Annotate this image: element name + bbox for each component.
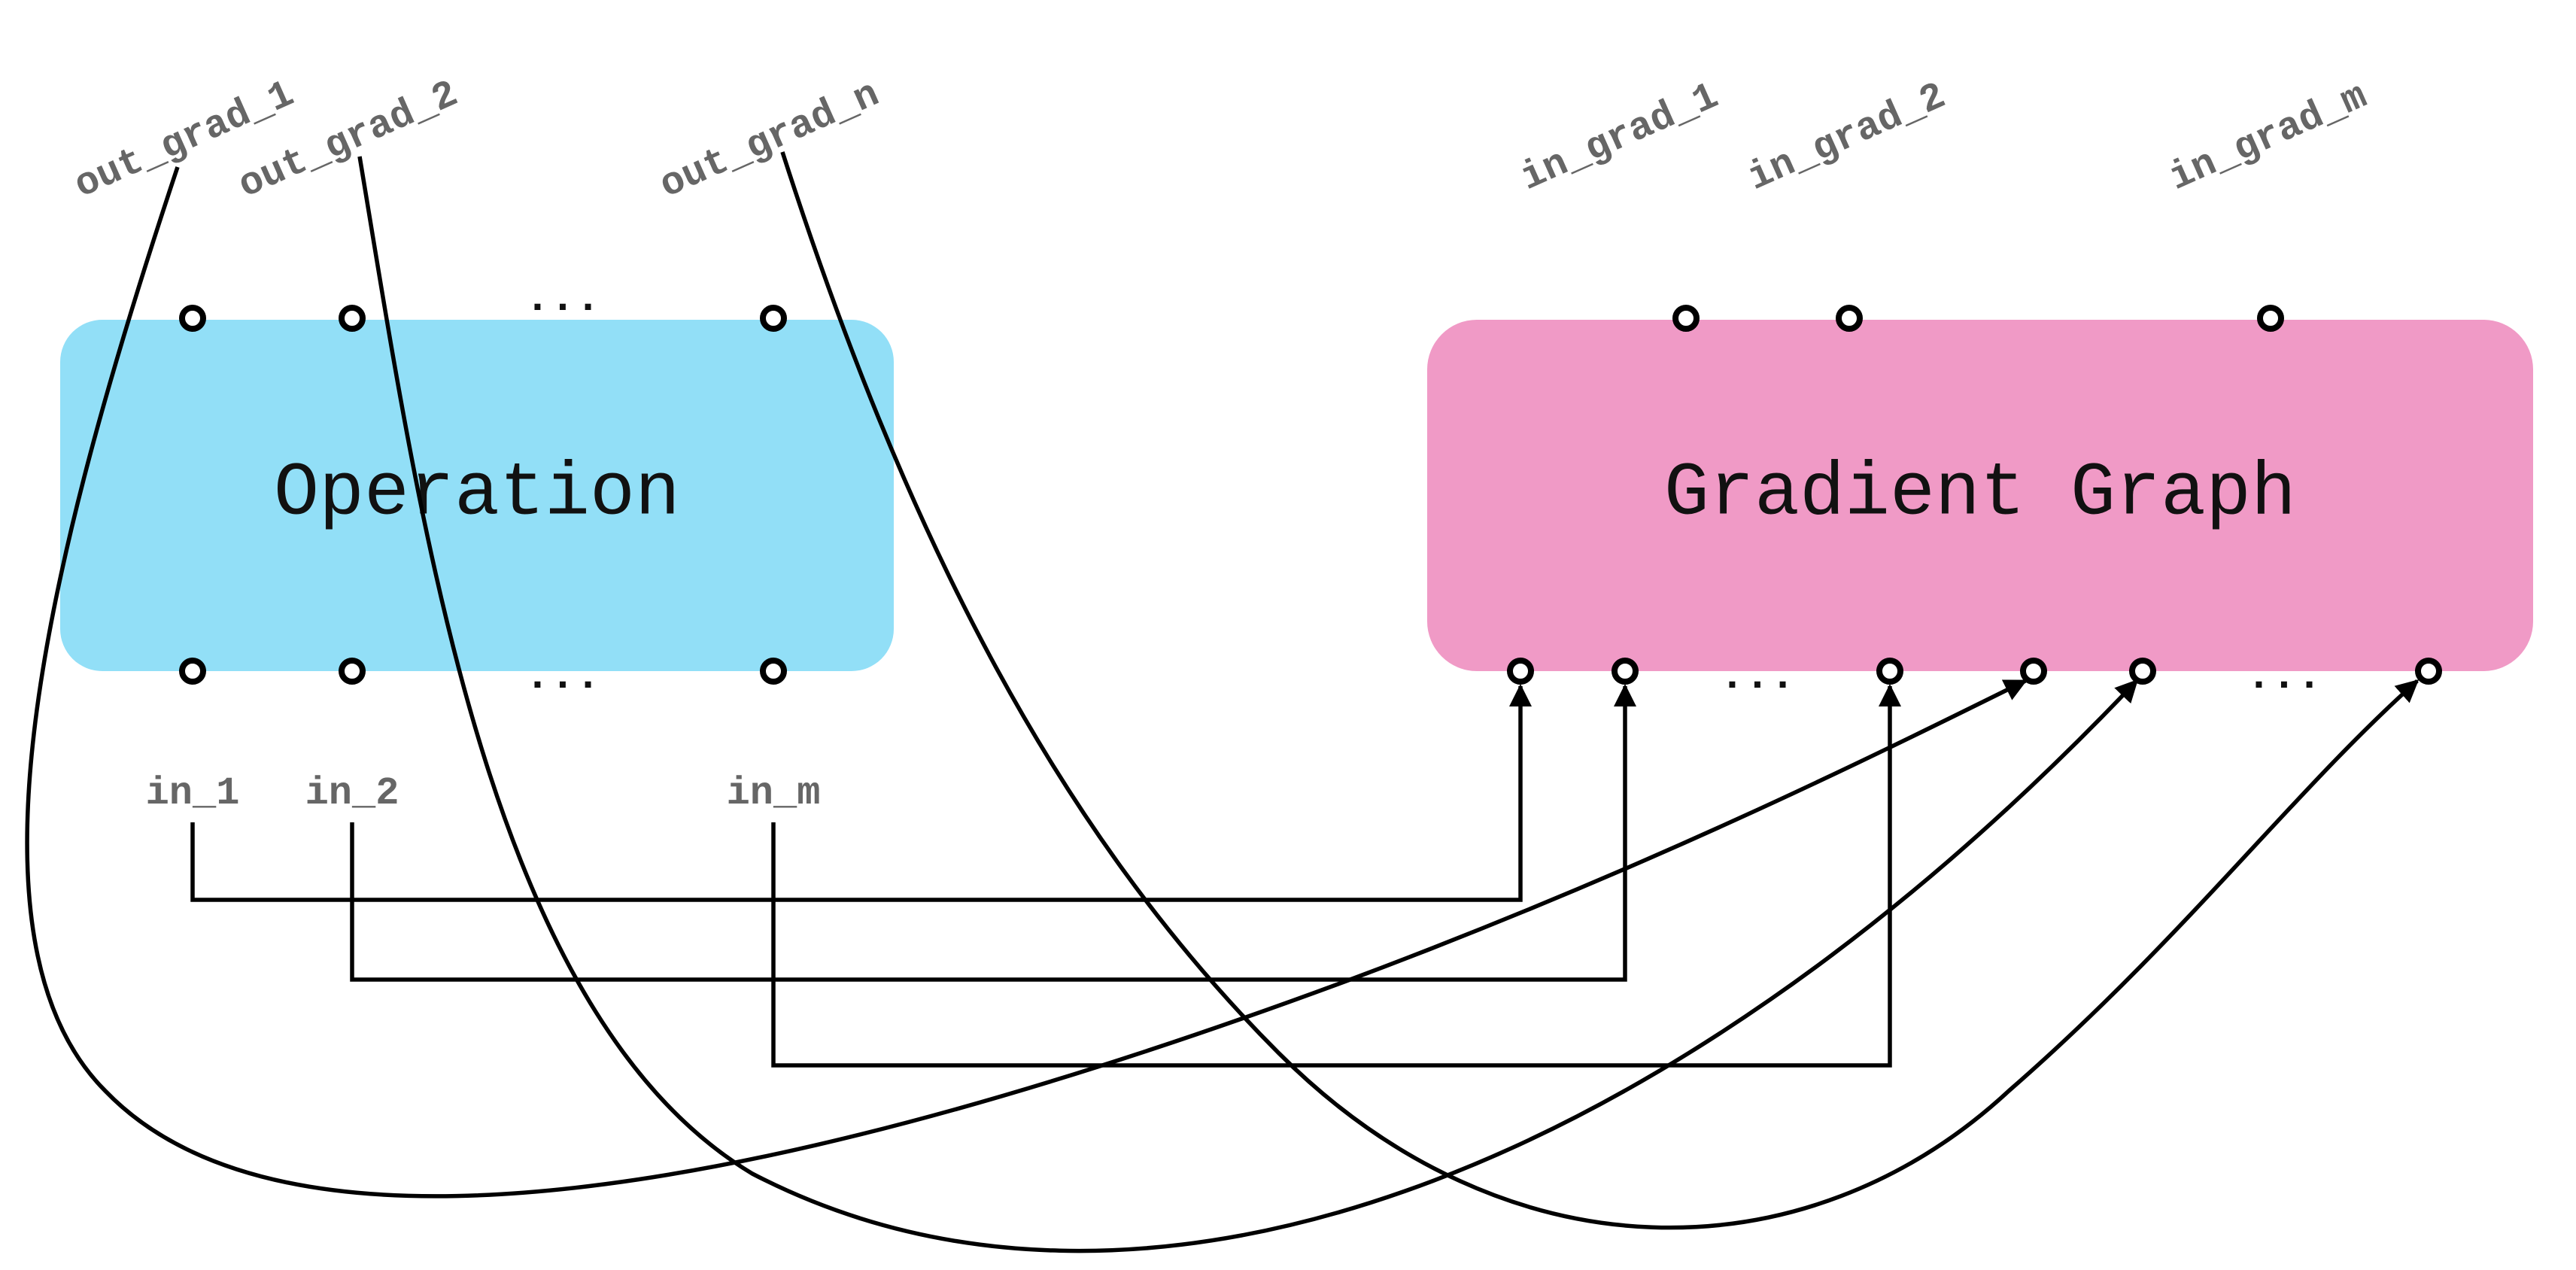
gradient-graph-top-ports xyxy=(1672,305,2284,332)
wire-out-grad-2 xyxy=(357,156,2139,1253)
out-grad-connections xyxy=(25,151,2420,1253)
gradient-graph-in-port-2 xyxy=(1612,658,1639,685)
operation-box xyxy=(60,320,894,671)
label-in-grad-1: in_grad_1 xyxy=(1514,74,1726,200)
wire-out-grad-n xyxy=(780,151,2420,1230)
operation-node: Operation xyxy=(60,320,894,671)
label-in-1: in_1 xyxy=(146,771,240,816)
operation-in-port-m xyxy=(760,658,787,685)
wire-in-1 xyxy=(190,683,1533,902)
gradient-graph-out-port-2 xyxy=(1836,305,1863,332)
gradient-graph-box xyxy=(1427,320,2533,671)
label-out-grad-n: out_grad_n xyxy=(654,72,886,208)
input-connections xyxy=(190,683,1902,1068)
gradient-graph-out-port-m xyxy=(2257,305,2284,332)
in-grad-labels: in_grad_1 in_grad_2 in_grad_m xyxy=(1514,74,2374,200)
operation-bottom-ports xyxy=(179,658,787,685)
operation-in-port-2 xyxy=(339,658,366,685)
gradient-graph-in-port-3 xyxy=(1876,658,1903,685)
gradient-graph-out-port-1 xyxy=(1672,305,1700,332)
gradient-graph-title: Gradient Graph xyxy=(1664,451,2296,536)
gradient-graph-bottom-ellipsis-2: ... xyxy=(2246,652,2322,700)
label-in-m: in_m xyxy=(727,771,821,816)
gradient-graph-in-port-5 xyxy=(2129,658,2156,685)
operation-in-port-1 xyxy=(179,658,206,685)
gradient-graph-node: Gradient Graph xyxy=(1427,320,2533,671)
gradient-graph-in-port-1 xyxy=(1507,658,1534,685)
operation-out-port-n xyxy=(760,305,787,332)
operation-bottom-ellipsis: ... xyxy=(525,652,601,700)
operation-out-port-2 xyxy=(339,305,366,332)
wire-in-2 xyxy=(350,683,1637,982)
out-grad-labels: out_grad_1 out_grad_2 out_grad_n xyxy=(68,72,886,208)
operation-top-ports xyxy=(179,305,787,332)
gradient-graph-in-port-4 xyxy=(2020,658,2047,685)
gradient-graph-in-port-6 xyxy=(2415,658,2442,685)
operation-out-port-1 xyxy=(179,305,206,332)
gradient-graph-bottom-ellipsis-1: ... xyxy=(1720,652,1796,700)
wire-in-m xyxy=(771,683,1902,1068)
wire-out-grad-1 xyxy=(25,166,2028,1199)
operation-title: Operation xyxy=(274,451,680,536)
label-in-2: in_2 xyxy=(305,771,399,816)
label-in-grad-m: in_grad_m xyxy=(2163,74,2374,200)
input-labels: in_1 in_2 in_m xyxy=(146,771,821,816)
gradient-graph-bottom-ports xyxy=(1507,658,2442,685)
operation-top-ellipsis: ... xyxy=(525,275,601,323)
label-in-grad-2: in_grad_2 xyxy=(1742,74,1953,200)
